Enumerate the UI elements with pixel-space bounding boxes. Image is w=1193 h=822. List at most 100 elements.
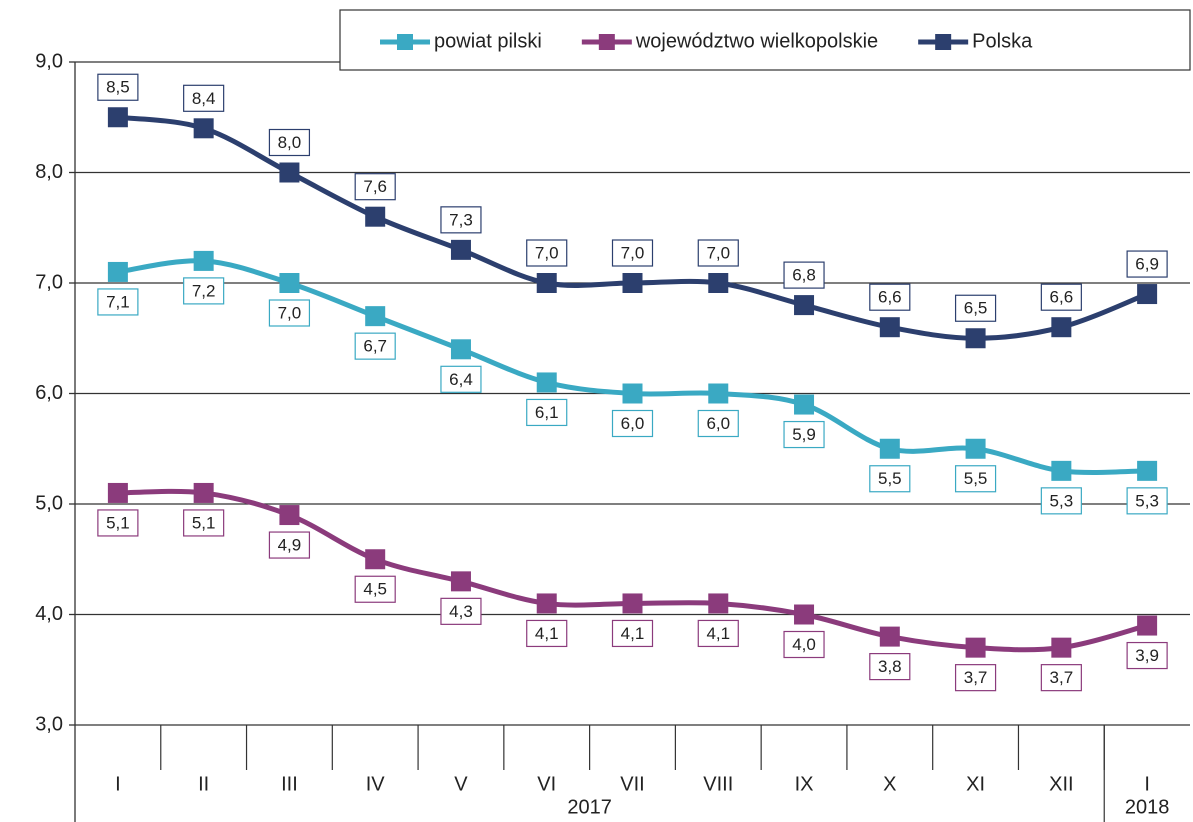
data-label-text: 6,5 <box>964 299 988 318</box>
marker <box>622 383 643 404</box>
data-label-box <box>183 277 225 305</box>
marker <box>879 317 900 338</box>
data-label: 5,5 <box>954 465 997 493</box>
data-label: 7,1 <box>97 288 139 316</box>
marker <box>708 273 729 293</box>
legend-swatch-marker <box>397 34 413 50</box>
data-label-box <box>97 73 139 101</box>
y-tick-label: 5,0 <box>35 492 63 514</box>
data-label-box <box>697 409 739 438</box>
data-label-text: 7,0 <box>535 243 559 262</box>
x-tick-label: V <box>454 773 468 795</box>
data-label-text: 5,5 <box>964 469 988 488</box>
data-label-text: 6,9 <box>1135 255 1159 274</box>
data-label: 4,1 <box>526 619 568 648</box>
data-label: 5,1 <box>183 509 225 537</box>
data-label-box <box>869 283 911 311</box>
legend-label: województwo wielkopolskie <box>635 30 878 52</box>
data-label-box <box>526 239 568 267</box>
data-label: 7,3 <box>440 206 482 234</box>
data-label-box <box>183 509 225 537</box>
data-label-text: 5,1 <box>192 513 216 532</box>
marker <box>1051 460 1072 481</box>
x-tick-label: XII <box>1049 773 1073 795</box>
marker <box>794 295 815 316</box>
legend-swatch-marker <box>598 34 615 50</box>
data-label-text: 5,3 <box>1050 491 1074 510</box>
data-label: 5,5 <box>869 465 911 493</box>
marker <box>536 273 557 293</box>
data-label: 5,3 <box>1040 487 1082 515</box>
marker <box>365 549 386 570</box>
data-label: 4,1 <box>697 619 739 648</box>
data-label: 3,7 <box>1040 664 1082 692</box>
marker <box>1051 317 1072 338</box>
data-label: 5,3 <box>1126 487 1168 515</box>
data-label-text: 6,0 <box>706 414 730 433</box>
marker <box>965 637 986 658</box>
data-label-text: 6,1 <box>535 403 559 422</box>
data-label: 6,8 <box>783 261 825 289</box>
data-label: 6,0 <box>697 409 739 438</box>
data-label-text: 3,7 <box>964 668 988 687</box>
data-label-box <box>268 128 311 157</box>
data-label-text: 7,2 <box>192 281 216 300</box>
data-label-text: 7,0 <box>278 303 302 322</box>
data-label: 6,6 <box>869 283 911 311</box>
data-label-box <box>1040 487 1082 515</box>
data-label-box <box>354 575 396 603</box>
data-label-box <box>869 652 911 681</box>
data-label-box <box>783 630 825 659</box>
marker <box>365 206 386 227</box>
marker <box>879 438 900 459</box>
marker <box>279 273 300 293</box>
y-tick-label: 3,0 <box>35 713 63 735</box>
data-label-box <box>954 465 997 493</box>
y-tick-label: 6,0 <box>35 382 63 404</box>
data-label-text: 8,4 <box>192 89 216 108</box>
data-label-box <box>440 365 482 393</box>
data-label-box <box>1126 487 1168 515</box>
data-label: 6,5 <box>954 294 997 322</box>
data-label-text: 4,1 <box>621 624 645 643</box>
data-label-box <box>954 664 997 692</box>
marker <box>450 339 471 360</box>
data-label-text: 3,7 <box>1050 668 1074 687</box>
data-label: 6,7 <box>354 332 396 360</box>
x-tick-label: IX <box>795 773 814 795</box>
legend-swatch-marker <box>935 34 952 50</box>
data-label-text: 7,6 <box>363 177 387 196</box>
data-label: 8,4 <box>183 84 225 112</box>
data-label-box <box>183 84 225 112</box>
data-label: 7,0 <box>268 299 311 327</box>
data-label: 8,0 <box>268 128 311 157</box>
data-label-text: 5,1 <box>106 513 130 532</box>
marker <box>708 383 729 404</box>
data-label-box <box>697 619 739 648</box>
data-label: 6,9 <box>1126 250 1168 278</box>
data-label: 3,7 <box>954 664 997 692</box>
x-tick-label: VI <box>537 773 556 795</box>
data-label-text: 4,1 <box>535 624 559 643</box>
data-label: 4,5 <box>354 575 396 603</box>
data-label-text: 5,9 <box>792 425 816 444</box>
data-label-text: 4,9 <box>278 536 302 555</box>
data-label-box <box>1040 283 1082 311</box>
data-label: 3,9 <box>1126 641 1168 670</box>
data-label-box <box>354 332 396 360</box>
data-label-box <box>354 173 396 201</box>
x-tick-label: IV <box>366 773 386 795</box>
marker <box>1137 284 1158 305</box>
data-label: 3,8 <box>869 652 911 681</box>
x-tick-label: I <box>115 773 121 795</box>
data-label: 6,6 <box>1040 283 1082 311</box>
legend-label: powiat pilski <box>434 30 542 52</box>
marker <box>1137 460 1158 481</box>
data-label-text: 3,9 <box>1135 646 1159 665</box>
data-label-box <box>268 299 311 327</box>
marker <box>450 239 471 260</box>
marker <box>965 328 986 349</box>
marker <box>1051 637 1072 658</box>
data-label-box <box>611 409 654 438</box>
y-tick-label: 8,0 <box>35 161 63 183</box>
